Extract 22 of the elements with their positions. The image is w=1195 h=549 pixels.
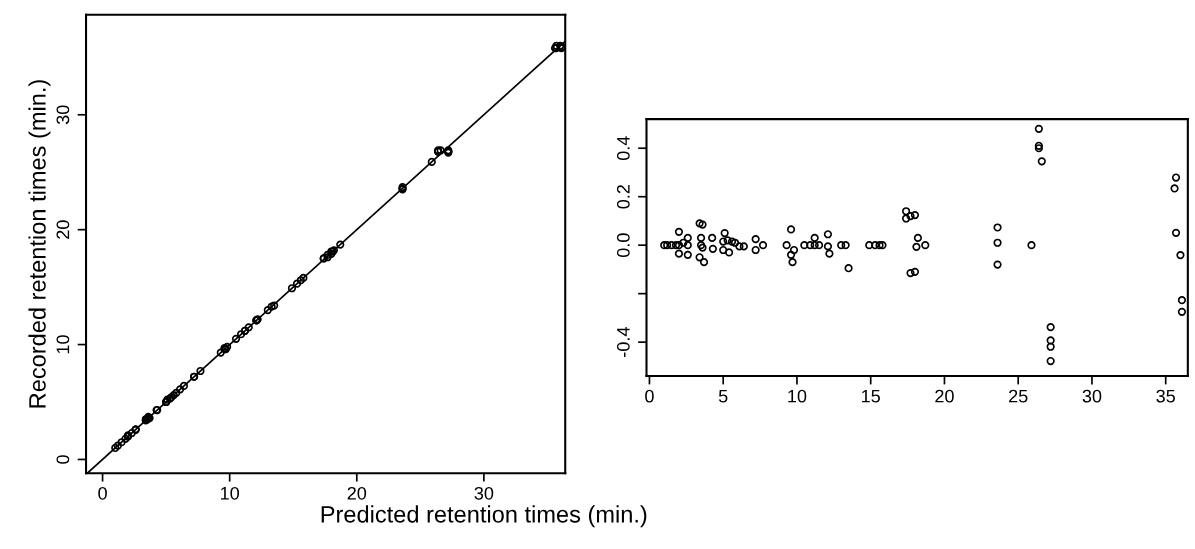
x-tick-label: 20 (935, 389, 954, 403)
x-tick-label: 35 (1156, 389, 1175, 403)
y-tick-label: 0.2 (616, 185, 630, 209)
x-tick-label: 30 (474, 486, 494, 500)
y-tick-label: 10 (56, 335, 70, 354)
x-tick-label: 30 (1082, 389, 1102, 403)
x-tick-label: 15 (862, 389, 880, 403)
y-tick-label: 0.4 (616, 136, 630, 161)
y-tick-label: 20 (56, 220, 70, 239)
y-axis-title: Recorded retention times (min.) (28, 80, 51, 408)
x-tick-label: 20 (347, 486, 367, 500)
x-tick-label: 0 (98, 486, 107, 500)
x-tick-label: 10 (221, 486, 240, 500)
y-tick-label: 0.0 (616, 233, 630, 258)
y-tick-label: -0.4 (616, 327, 630, 357)
x-axis-title: Predicted retention times (min.) (321, 505, 647, 528)
x-tick-label: 5 (718, 389, 728, 403)
y-tick-label: 30 (56, 105, 70, 125)
x-tick-label: 10 (788, 389, 807, 403)
x-tick-label: 25 (1009, 389, 1028, 403)
x-tick-label: 0 (645, 389, 654, 403)
y-tick-label: 0 (56, 455, 70, 464)
